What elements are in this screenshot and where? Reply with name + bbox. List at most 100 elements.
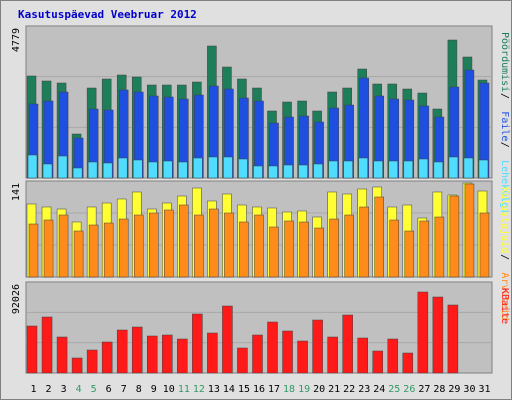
x-tick-label-6: 6 (106, 384, 112, 395)
x-tick-label-17: 17 (268, 384, 280, 395)
bar-arvuteid-day-28 (434, 216, 445, 278)
axis-max-label: 141 (11, 183, 22, 201)
bar-lehekülgi-day-31 (478, 159, 489, 179)
bar-kbaite-day-27 (417, 291, 429, 374)
bar-arvuteid-day-8 (133, 214, 144, 278)
bar-lehekülgi-day-13 (208, 156, 218, 179)
bar-lehekülgi-day-9 (148, 161, 158, 179)
bar-lehekülgi-day-7 (117, 157, 128, 179)
x-tick-label-24: 24 (373, 384, 385, 395)
bar-kbaite-day-8 (131, 326, 143, 374)
bar-lehekülgi-day-1 (27, 154, 38, 179)
x-tick-label-9: 9 (151, 384, 157, 395)
legend-separator: / (499, 142, 510, 148)
panel-1: 4779 Pöördumisi / Faile / Lehekülgi (11, 25, 510, 214)
bar-arvuteid-day-23 (359, 206, 369, 278)
axis-max-label: 92026 (11, 284, 22, 314)
x-tick-label-23: 23 (358, 384, 370, 395)
bar-kbaite-day-5 (86, 349, 98, 374)
bar-arvuteid-day-16 (254, 214, 264, 278)
bar-lehekülgi-day-26 (403, 160, 414, 179)
bar-arvuteid-day-19 (299, 221, 309, 278)
bar-kbaite-day-17 (267, 321, 278, 374)
x-tick-label-31: 31 (478, 384, 490, 395)
bar-kbaite-day-4 (71, 357, 83, 374)
bar-lehekülgi-day-16 (253, 165, 263, 179)
x-tick-label-3: 3 (61, 384, 67, 395)
bar-lehekülgi-day-22 (343, 160, 353, 179)
bar-arvuteid-day-12 (194, 214, 204, 278)
bar-kbaite-day-2 (41, 316, 53, 374)
bar-arvuteid-day-18 (284, 220, 294, 278)
x-tick-label-30: 30 (463, 384, 475, 395)
axis-max-label: 4779 (11, 28, 22, 52)
bar-kbaite-day-20 (312, 319, 323, 374)
bar-lehekülgi-day-5 (87, 161, 98, 179)
bar-lehekülgi-day-4 (72, 167, 83, 179)
bar-arvuteid-day-30 (464, 183, 475, 278)
bar-kbaite-day-14 (222, 305, 233, 374)
bar-kbaite-day-1 (26, 325, 38, 374)
bar-arvuteid-day-4 (73, 230, 84, 278)
legend-separator: / (499, 254, 510, 260)
x-tick-label-18: 18 (283, 384, 295, 395)
bar-lehekülgi-day-11 (178, 161, 188, 179)
bar-kbaite-day-7 (116, 329, 128, 374)
bar-arvuteid-day-17 (269, 226, 279, 278)
bar-kbaite-day-12 (192, 313, 203, 374)
bar-kbaite-day-15 (237, 347, 248, 374)
bar-arvuteid-day-13 (209, 208, 219, 278)
bar-arvuteid-day-31 (479, 212, 490, 278)
bar-kbaite-day-19 (297, 340, 308, 374)
bar-arvuteid-day-15 (239, 221, 249, 278)
x-tick-label-28: 28 (433, 384, 445, 395)
bar-lehekülgi-day-3 (57, 155, 68, 179)
bar-lehekülgi-day-23 (358, 157, 368, 179)
bar-kbaite-day-10 (162, 334, 173, 374)
x-tick-label-2: 2 (46, 384, 52, 395)
bar-arvuteid-day-7 (118, 218, 129, 278)
bar-kbaite-day-21 (327, 336, 338, 374)
bar-lehekülgi-day-14 (223, 156, 233, 179)
bar-lehekülgi-day-21 (328, 160, 338, 179)
legend-label-kbaite: KBaite (499, 288, 510, 324)
bar-kbaite-day-26 (402, 352, 414, 374)
x-tick-label-22: 22 (343, 384, 355, 395)
x-tick-label-26: 26 (403, 384, 415, 395)
x-tick-label-8: 8 (136, 384, 142, 395)
bar-kbaite-day-16 (252, 334, 263, 374)
bar-kbaite-day-25 (387, 338, 399, 374)
x-tick-label-15: 15 (238, 384, 250, 395)
bar-arvuteid-day-20 (314, 227, 324, 278)
x-tick-label-21: 21 (328, 384, 340, 395)
x-tick-label-10: 10 (163, 384, 175, 395)
bar-arvuteid-day-29 (449, 195, 460, 278)
bar-lehekülgi-day-6 (102, 162, 113, 179)
chart-title: Kasutuspäevad Veebruar 2012 (18, 8, 197, 21)
bar-arvuteid-day-24 (374, 196, 384, 278)
bar-lehekülgi-day-2 (42, 163, 53, 179)
x-tick-label-19: 19 (298, 384, 310, 395)
x-tick-label-27: 27 (418, 384, 430, 395)
bar-arvuteid-day-11 (179, 204, 189, 278)
x-tick-label-14: 14 (223, 384, 235, 395)
legend-label-arvuteid: Arvuteid (499, 272, 510, 320)
bar-lehekülgi-day-27 (418, 158, 429, 179)
x-tick-label-1: 1 (31, 384, 37, 395)
bar-kbaite-day-22 (342, 314, 353, 374)
bar-lehekülgi-day-30 (463, 157, 474, 179)
bar-arvuteid-day-21 (329, 218, 339, 278)
legend-separator: / (499, 93, 510, 99)
bar-kbaite-day-9 (147, 335, 158, 374)
bar-kbaite-day-3 (56, 336, 68, 374)
x-tick-label-13: 13 (208, 384, 220, 395)
legend-label-faile: Faile (499, 111, 510, 141)
bar-arvuteid-day-6 (103, 222, 114, 278)
bar-kbaite-day-24 (372, 350, 383, 374)
x-tick-label-25: 25 (388, 384, 400, 395)
bar-arvuteid-day-1 (28, 223, 39, 278)
bar-arvuteid-day-26 (404, 230, 415, 278)
bar-kbaite-day-6 (101, 341, 113, 374)
